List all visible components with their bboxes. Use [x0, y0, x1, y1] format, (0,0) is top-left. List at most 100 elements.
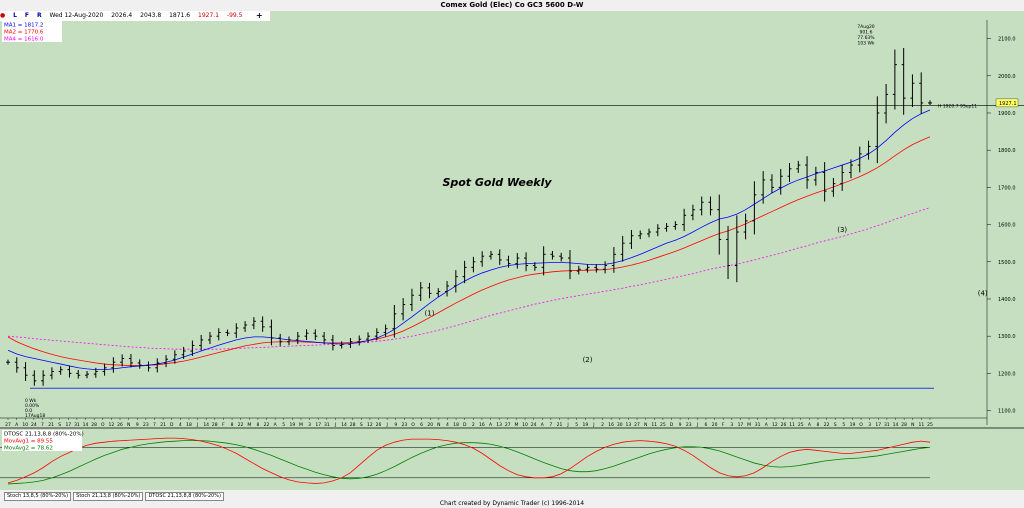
x-tick-label: O [859, 422, 863, 428]
x-tick-label: J [334, 422, 336, 428]
x-tick-label: N [127, 422, 130, 428]
x-tick-label: F [722, 422, 725, 428]
x-tick-label: 17 [315, 422, 321, 428]
low-annotation-line: 17Aug18 [25, 413, 45, 419]
x-tick-label: A [15, 422, 19, 428]
x-tick-label: 14 [203, 422, 209, 428]
tab-stoch-21[interactable]: Stoch 21,13,8 (80%-20%) [73, 492, 144, 501]
x-tick-label: A [489, 422, 493, 428]
moving-average-lines [7, 109, 931, 371]
wave-label: (3) [837, 226, 847, 234]
bar-low: 1871.6 [169, 12, 191, 19]
x-tick-label: 31 [884, 422, 890, 428]
osc-legend-entry: DTOSC 21,13,8,8 (80%-20%) [4, 432, 84, 438]
tab-dtosc[interactable]: DTOSC 21,13,8,8 (80%-20%) [145, 492, 224, 501]
x-tick-label: 11 [651, 422, 657, 428]
x-tick-label: 10 [522, 422, 528, 428]
y-tick-label: 2000.0 [998, 74, 1016, 80]
bar-high: 2043.8 [140, 12, 162, 19]
wave-label: (4) [978, 289, 988, 297]
ma1-line [7, 109, 931, 371]
legend-bg [2, 21, 62, 28]
x-tick-label: 7 [549, 422, 552, 428]
x-tick-label: 9 [394, 422, 397, 428]
x-tick-label: 2 [601, 422, 604, 428]
x-tick-label: 14 [83, 422, 89, 428]
x-tick-label: 25 [798, 422, 804, 428]
x-tick-label: S [58, 422, 61, 428]
x-tick-label: 22 [238, 422, 244, 428]
y-tick-label: 1400.0 [998, 297, 1016, 303]
x-tick-label: J [696, 422, 698, 428]
x-tick-label: 5 [282, 422, 285, 428]
x-tick-label: 12 [772, 422, 778, 428]
x-tick-label: 26 [781, 422, 787, 428]
x-tick-label: A [541, 422, 545, 428]
x-tick-label: 24 [31, 422, 37, 428]
x-tick-label: 2 [472, 422, 475, 428]
plot-background [0, 11, 1024, 490]
add-button[interactable]: + [256, 11, 263, 20]
x-tick-label: J [592, 422, 594, 428]
x-tick-label: 30 [617, 422, 623, 428]
x-tick-label: 7 [153, 422, 156, 428]
x-tick-label: 27 [634, 422, 640, 428]
y-tick-label: 1100.0 [998, 409, 1016, 415]
x-tick-label: 28 [350, 422, 356, 428]
x-tick-label: A [765, 422, 769, 428]
price-bars [6, 47, 932, 386]
x-tick-label: 26 [376, 422, 382, 428]
x-tick-label: M [514, 422, 518, 428]
x-tick-label: 11 [789, 422, 795, 428]
x-tick-label: 31 [755, 422, 761, 428]
wave-label: (1) [425, 310, 435, 318]
osc-legend-entry: MovAvg1 = 89.55 [4, 439, 53, 445]
toolbar-R[interactable]: R [36, 12, 42, 19]
x-tick-label: 14 [341, 422, 347, 428]
x-axis-ticks: 27 A 10 24 7 21 S 17 31 14 28 O 12 26 N 9 23 7 21 D 4 18 J 14 28… [5, 418, 933, 428]
x-tick-label: 22 [824, 422, 830, 428]
record-icon[interactable]: ● [0, 12, 6, 19]
low-annotation-line: 0 Wk [25, 398, 37, 404]
legend-bg [2, 28, 62, 35]
window-title: Comex Gold (Elec) Co GC3 5600 D-W [0, 0, 1024, 10]
x-tick-label: 13 [626, 422, 632, 428]
osc-legend-bg [2, 444, 82, 451]
x-tick-label: 23 [143, 422, 149, 428]
x-tick-label: J [385, 422, 387, 428]
x-tick-label: J [566, 422, 568, 428]
x-tick-label: 5 [842, 422, 845, 428]
high-annotation-line: 103 Wk [857, 41, 874, 47]
x-tick-label: 10 [22, 422, 28, 428]
low-annotation-line: 0.0 [25, 408, 32, 414]
x-tick-label: 19 [289, 422, 295, 428]
toolbar-L[interactable]: L [13, 12, 17, 19]
x-tick-label: 21 [557, 422, 563, 428]
x-tick-label: 24 [531, 422, 537, 428]
oscillator-panel: DTOSC 21,13,8,8 (80%-20%)MovAvg1 = 89.55… [0, 430, 931, 485]
y-tick-label: 2100.0 [998, 37, 1016, 43]
x-tick-label: 8 [256, 422, 259, 428]
x-tick-label: 31 [324, 422, 330, 428]
legend-entry: MA2 = 1770.6 [4, 30, 44, 36]
x-tick-label: 6 [705, 422, 708, 428]
toolbar-F[interactable]: F [24, 12, 30, 19]
x-tick-label: 17 [875, 422, 881, 428]
x-tick-label: 3 [730, 422, 733, 428]
x-tick-label: 28 [212, 422, 218, 428]
tab-stoch-13[interactable]: Stoch 13,8,5 (80%-20%) [4, 492, 72, 501]
x-tick-label: 18 [186, 422, 192, 428]
high-annotation-line: 901.6 [860, 30, 873, 36]
x-tick-label: 28 [91, 422, 97, 428]
current-price-box [995, 98, 1019, 108]
bar-open: 2026.4 [111, 12, 133, 19]
x-tick-label: N [437, 422, 440, 428]
x-tick-label: 27 [5, 422, 11, 428]
x-tick-label: 23 [686, 422, 692, 428]
high-annotation-line: 7Aug20 [857, 24, 875, 30]
x-tick-label: N [644, 422, 647, 428]
x-tick-label: D [463, 422, 467, 428]
osc-legend-entry: MovAvg2 = 78.62 [4, 446, 53, 452]
